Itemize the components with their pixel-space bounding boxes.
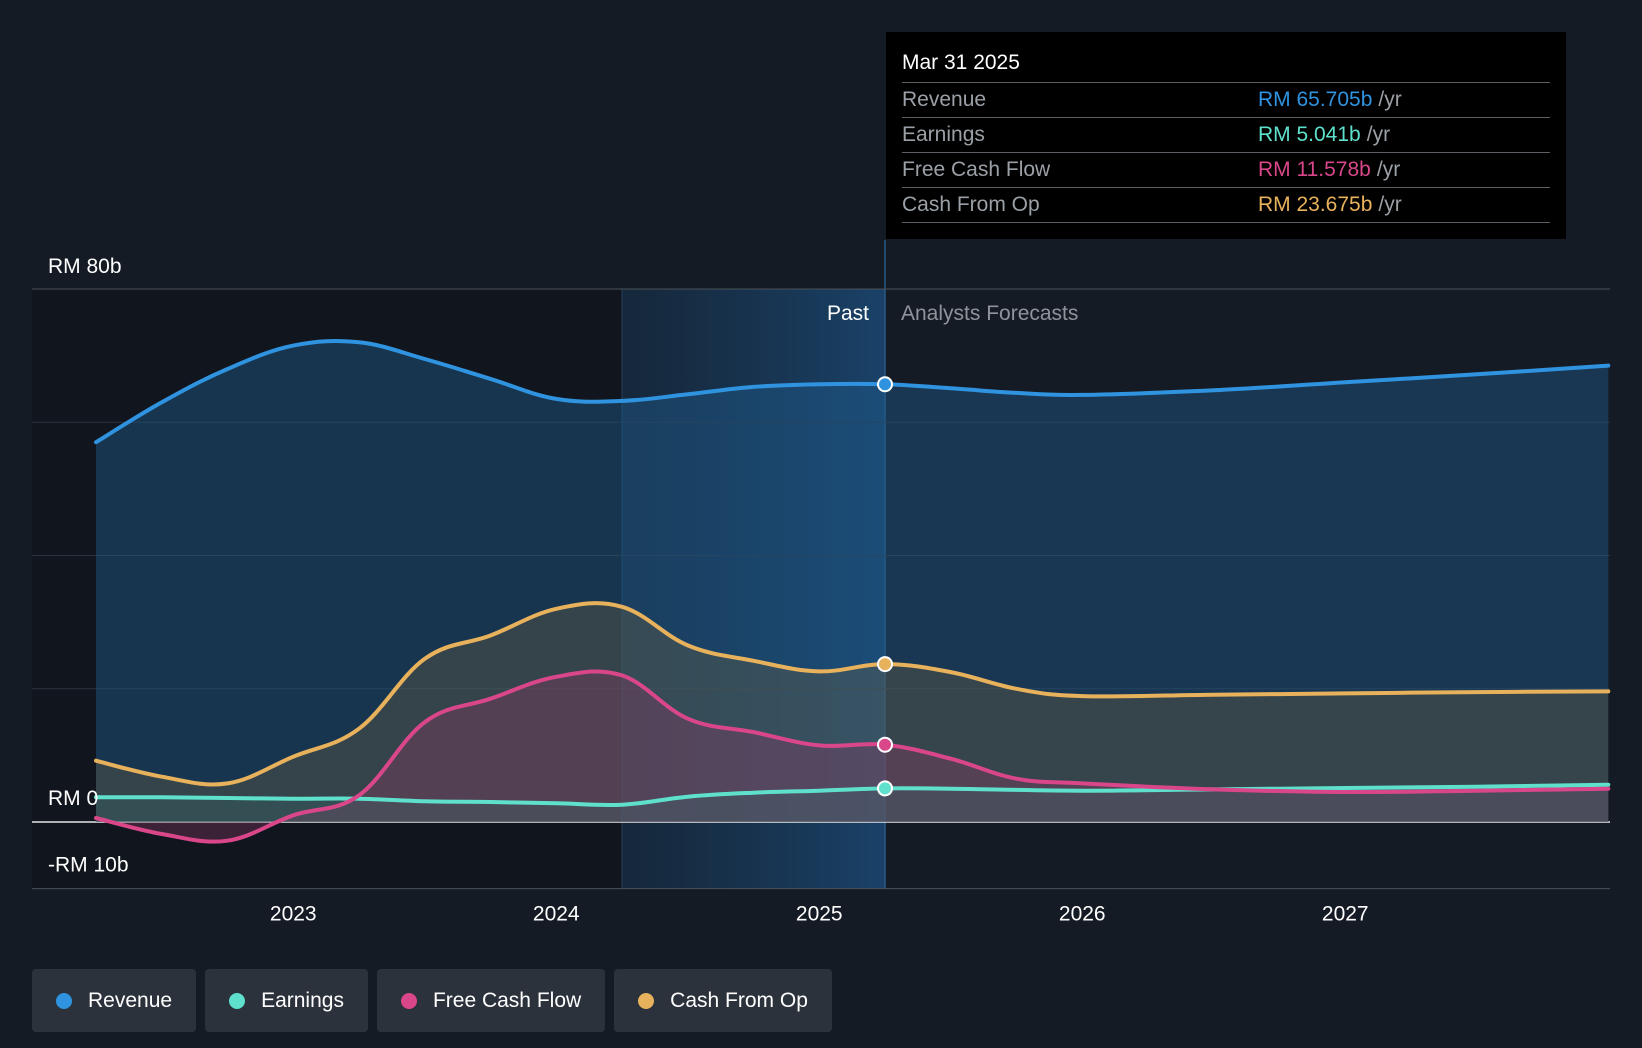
tooltip-label: Free Cash Flow: [902, 158, 1051, 181]
y-axis-label-top: RM 80b: [48, 255, 122, 278]
past-label: Past: [827, 302, 869, 325]
tooltip-value: RM 5.041b: [1258, 123, 1361, 146]
x-tick-label: 2023: [270, 903, 317, 926]
legend-label: Cash From Op: [670, 988, 808, 1012]
legend-dot-icon: [56, 992, 72, 1009]
tooltip-date: Mar 31 2025: [902, 51, 1020, 74]
tooltip-label: Earnings: [902, 123, 985, 146]
legend-item-cash-from-op[interactable]: Cash From Op: [614, 969, 832, 1032]
legend-item-earnings[interactable]: Earnings: [205, 969, 368, 1032]
tooltip-unit: /yr: [1378, 88, 1402, 111]
tooltip-row-earnings: Earnings RM 5.041b /yr: [902, 117, 1550, 152]
tooltip-row-cash-from-op: Cash From Op RM 23.675b /yr: [902, 187, 1550, 223]
free-cash-flow-area: [96, 671, 1609, 842]
free-cash-flow-marker: [877, 736, 893, 753]
tooltip-label: Revenue: [902, 88, 987, 111]
x-tick-label: 2024: [533, 903, 580, 926]
revenue-marker: [877, 376, 893, 393]
tooltip-value: RM 23.675b: [1258, 193, 1373, 216]
legend-dot-icon: [638, 992, 655, 1009]
tooltip-value: RM 65.705b: [1258, 88, 1373, 111]
y-axis-label-bottom: -RM 10b: [48, 854, 129, 877]
x-tick-label: 2025: [796, 903, 843, 926]
x-tick-label: 2026: [1059, 903, 1106, 926]
cash-from-op-area: [96, 603, 1609, 822]
revenue-line: [94, 339, 1611, 445]
tooltip: Mar 31 2025 Revenue RM 65.705b /yr Earni…: [886, 32, 1566, 239]
legend: Revenue Earnings Free Cash Flow Cash Fro…: [32, 969, 841, 1032]
legend-dot-icon: [229, 992, 246, 1009]
earnings-line: [94, 782, 1611, 808]
legend-label: Free Cash Flow: [432, 988, 582, 1012]
legend-label: Revenue: [88, 988, 173, 1012]
x-tick-label: 2027: [1322, 903, 1369, 926]
legend-label: Earnings: [261, 988, 344, 1012]
cash-from-op-marker: [877, 656, 893, 673]
tooltip-label: Cash From Op: [902, 193, 1040, 216]
tooltip-row-revenue: Revenue RM 65.705b /yr: [902, 82, 1550, 117]
tooltip-unit: /yr: [1376, 158, 1401, 181]
cash-from-op-line: [94, 601, 1611, 787]
y-axis-label-zero: RM 0: [48, 787, 98, 810]
tooltip-unit: /yr: [1378, 193, 1402, 216]
tooltip-value: RM 11.578b: [1258, 158, 1371, 181]
earnings-area: [96, 784, 1609, 822]
legend-item-free-cash-flow[interactable]: Free Cash Flow: [376, 969, 606, 1032]
legend-dot-icon: [400, 992, 417, 1009]
forecast-label: Analysts Forecasts: [901, 302, 1078, 325]
legend-item-revenue[interactable]: Revenue: [32, 969, 197, 1032]
tooltip-row-free-cash-flow: Free Cash Flow RM 11.578b /yr: [902, 152, 1550, 187]
free-cash-flow-line: [94, 669, 1611, 844]
earnings-marker: [877, 780, 893, 797]
tooltip-unit: /yr: [1366, 123, 1391, 146]
